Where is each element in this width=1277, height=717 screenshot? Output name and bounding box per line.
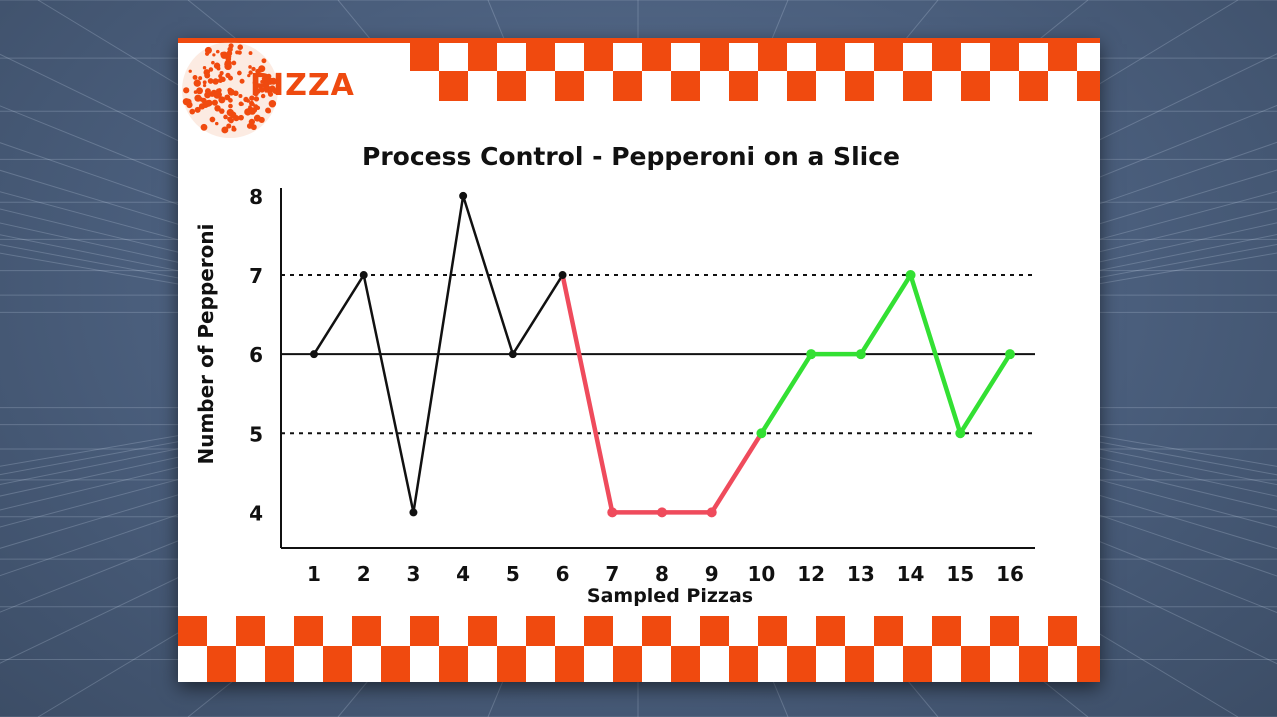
data-point	[706, 507, 717, 518]
data-point	[855, 349, 866, 360]
y-tick-label: 7	[249, 264, 263, 288]
x-axis-label: Sampled Pizzas	[586, 585, 754, 607]
x-tick-label: 9	[705, 562, 719, 586]
x-tick-label: 13	[847, 562, 875, 586]
x-tick-label: 1	[307, 562, 321, 586]
y-tick-label: 8	[249, 185, 263, 209]
chart-card: 4 5 6 7 8 1 2 3 4 5 6 7 8 9 10 12 13 14 15 16 PIZZA Process…	[178, 38, 1100, 682]
data-point	[409, 508, 418, 517]
y-tick-label: 4	[249, 501, 263, 525]
series-segment	[461, 194, 515, 356]
data-point	[657, 507, 667, 518]
x-tick-label: 2	[357, 562, 371, 586]
series-segment	[362, 273, 415, 514]
x-tick-label: 7	[605, 562, 619, 586]
series-segment	[858, 272, 913, 357]
y-tick-label: 5	[249, 422, 263, 446]
x-tick-label: 4	[456, 562, 470, 586]
data-point	[905, 270, 916, 281]
x-tick-label: 12	[797, 562, 825, 586]
series-segment	[709, 431, 764, 515]
data-point	[558, 271, 567, 280]
x-tick-label: 10	[748, 562, 776, 586]
x-tick-label: 15	[946, 562, 974, 586]
x-tick-label: 6	[556, 562, 570, 586]
series-segment	[412, 194, 465, 514]
data-point	[756, 428, 767, 439]
checkered-border	[178, 38, 1100, 682]
x-tick-label: 14	[897, 562, 925, 586]
series-segment	[312, 273, 365, 356]
x-tick-label: 3	[406, 562, 420, 586]
series-segment	[908, 272, 963, 436]
data-point	[359, 271, 368, 280]
series-segment	[560, 272, 615, 515]
chart-title: Process Control - Pepperoni on a Slice	[362, 142, 900, 171]
brand-name: PIZZA	[250, 68, 355, 103]
x-tick-label: 5	[506, 562, 520, 586]
data-point	[459, 191, 468, 200]
data-point	[806, 349, 817, 360]
x-tick-label: 16	[996, 562, 1024, 586]
data-point	[607, 507, 618, 518]
data-point	[955, 428, 966, 439]
series-segment	[958, 351, 1013, 436]
y-tick-label: 6	[249, 343, 263, 367]
data-point	[310, 350, 318, 359]
data-point	[1005, 349, 1015, 360]
x-tick-label: 8	[655, 562, 669, 586]
y-axis-label: Number of Pepperoni	[194, 223, 218, 465]
pizza-logo-icon	[182, 42, 279, 138]
data-point	[508, 350, 517, 359]
series-segment	[759, 351, 814, 436]
series-segment	[511, 273, 564, 356]
